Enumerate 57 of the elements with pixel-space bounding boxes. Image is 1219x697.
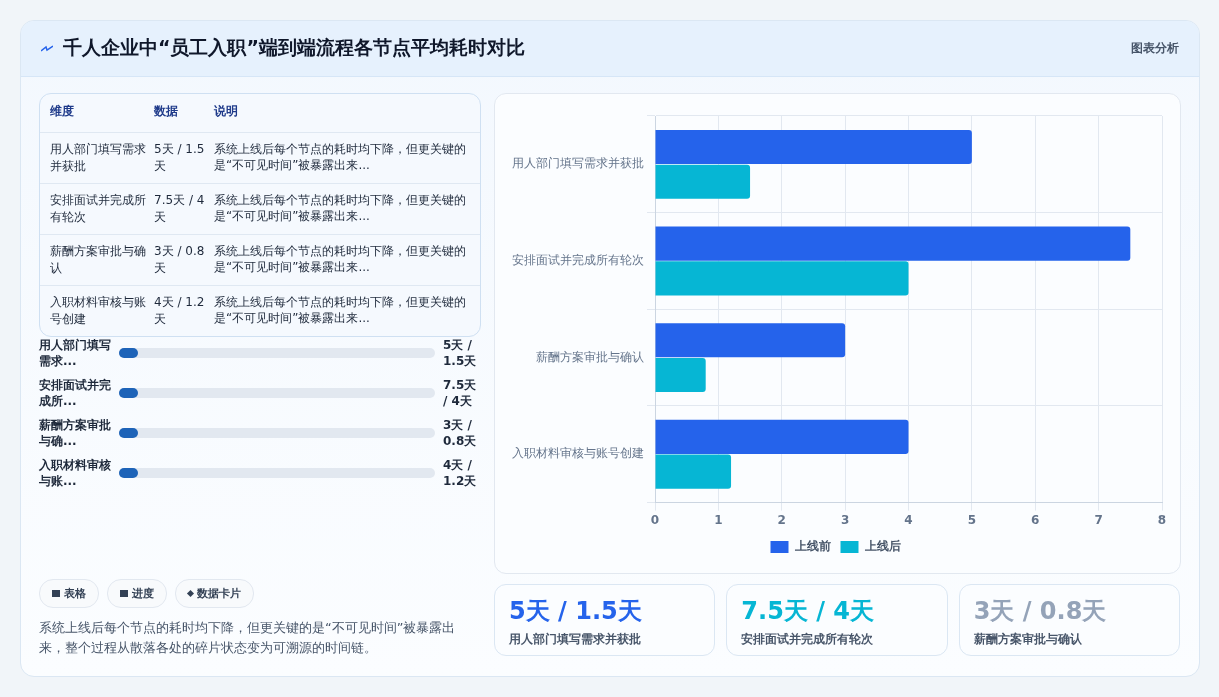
- text: 入职材料审核与账号创建: [49, 294, 147, 328]
- bar: [655, 419, 909, 454]
- text: 7.5天 / 4天: [741, 596, 876, 627]
- y-tick-label: 薪酬方案审批与确认: [536, 349, 644, 364]
- x-tick-label: 0: [650, 512, 660, 527]
- text: 7.5天 / 4天: [154, 192, 206, 226]
- text: 安排面试并完成所有轮次: [741, 631, 875, 648]
- text: 维度: [49, 103, 75, 120]
- text: 4天 / 1.2天: [443, 457, 478, 489]
- y-tick-label: 安排面试并完成所有轮次: [512, 253, 644, 268]
- text: 5天 / 1.5天: [509, 596, 643, 627]
- text: 系统上线后每个节点的耗时均下降，但更关键的是“不可见时间”被暴露出来...: [214, 243, 467, 276]
- bar: [655, 357, 706, 393]
- x-tick-label: 5: [967, 512, 977, 527]
- text: 薪酬方案审批与确认: [49, 243, 147, 277]
- bar: [655, 129, 972, 164]
- x-tick-label: 2: [777, 512, 786, 527]
- y-tick-label: 入职材料审核与账号创建: [512, 446, 644, 461]
- text: 用人部门填写需求...: [39, 337, 112, 369]
- text: 薪酬方案审批与确认: [973, 631, 1083, 648]
- legend-label: 上线后: [863, 539, 901, 554]
- y-tick-label: 用人部门填写需求并获批: [512, 156, 644, 171]
- text: 进度: [132, 586, 154, 601]
- text: 薪酬方案审批与确...: [39, 417, 112, 449]
- bar: [655, 226, 1131, 261]
- x-tick-label: 1: [714, 512, 723, 527]
- text: 安排面试并完成所有轮次: [49, 192, 147, 226]
- text: 5天 / 1.5天: [154, 141, 206, 175]
- text: 5天 / 1.5天: [443, 337, 478, 369]
- text: 3天 / 0.8天: [154, 243, 206, 277]
- text: 数据: [154, 103, 179, 120]
- x-tick-label: 7: [1094, 512, 1103, 527]
- bar: [655, 454, 732, 489]
- text: 安排面试并完成所...: [39, 377, 112, 409]
- text: 表格: [64, 586, 86, 601]
- x-tick-label: 3: [840, 512, 850, 527]
- text: 图表分析: [1131, 40, 1179, 57]
- text: 系统上线后每个节点的耗时均下降，但更关键的是“不可见时间”被暴露出来...: [214, 294, 467, 327]
- text: 3天 / 0.8天: [973, 596, 1108, 627]
- x-tick-label: 4: [904, 512, 913, 527]
- bar: [655, 261, 909, 296]
- text: 千人企业中“员工入职”端到端流程各节点平均耗时对比: [63, 35, 525, 60]
- text: 3天 / 0.8天: [443, 417, 478, 449]
- text: 系统上线后每个节点的耗时均下降，但更关键的是“不可见时间”被暴露出来...: [214, 141, 467, 174]
- text: 用人部门填写需求并获批: [49, 141, 147, 175]
- text: 7.5天 / 4天: [443, 377, 478, 409]
- x-tick-label: 6: [1031, 512, 1040, 527]
- legend-label: 上线前: [793, 539, 831, 554]
- bar: [655, 323, 846, 358]
- x-tick-label: 8: [1157, 512, 1167, 527]
- text: 入职材料审核与账...: [39, 457, 112, 489]
- text: 系统上线后每个节点的耗时均下降，但更关键的是“不可见时间”被暴露出来，整个过程从散落各处的碎片状态变为可溯源的时间链。: [39, 619, 457, 657]
- text: 说明: [214, 103, 239, 120]
- text: 4天 / 1.2天: [154, 294, 206, 328]
- bar: [655, 164, 751, 199]
- text: 数据卡片: [197, 586, 241, 601]
- text: 系统上线后每个节点的耗时均下降，但更关键的是“不可见时间”被暴露出来...: [214, 192, 467, 225]
